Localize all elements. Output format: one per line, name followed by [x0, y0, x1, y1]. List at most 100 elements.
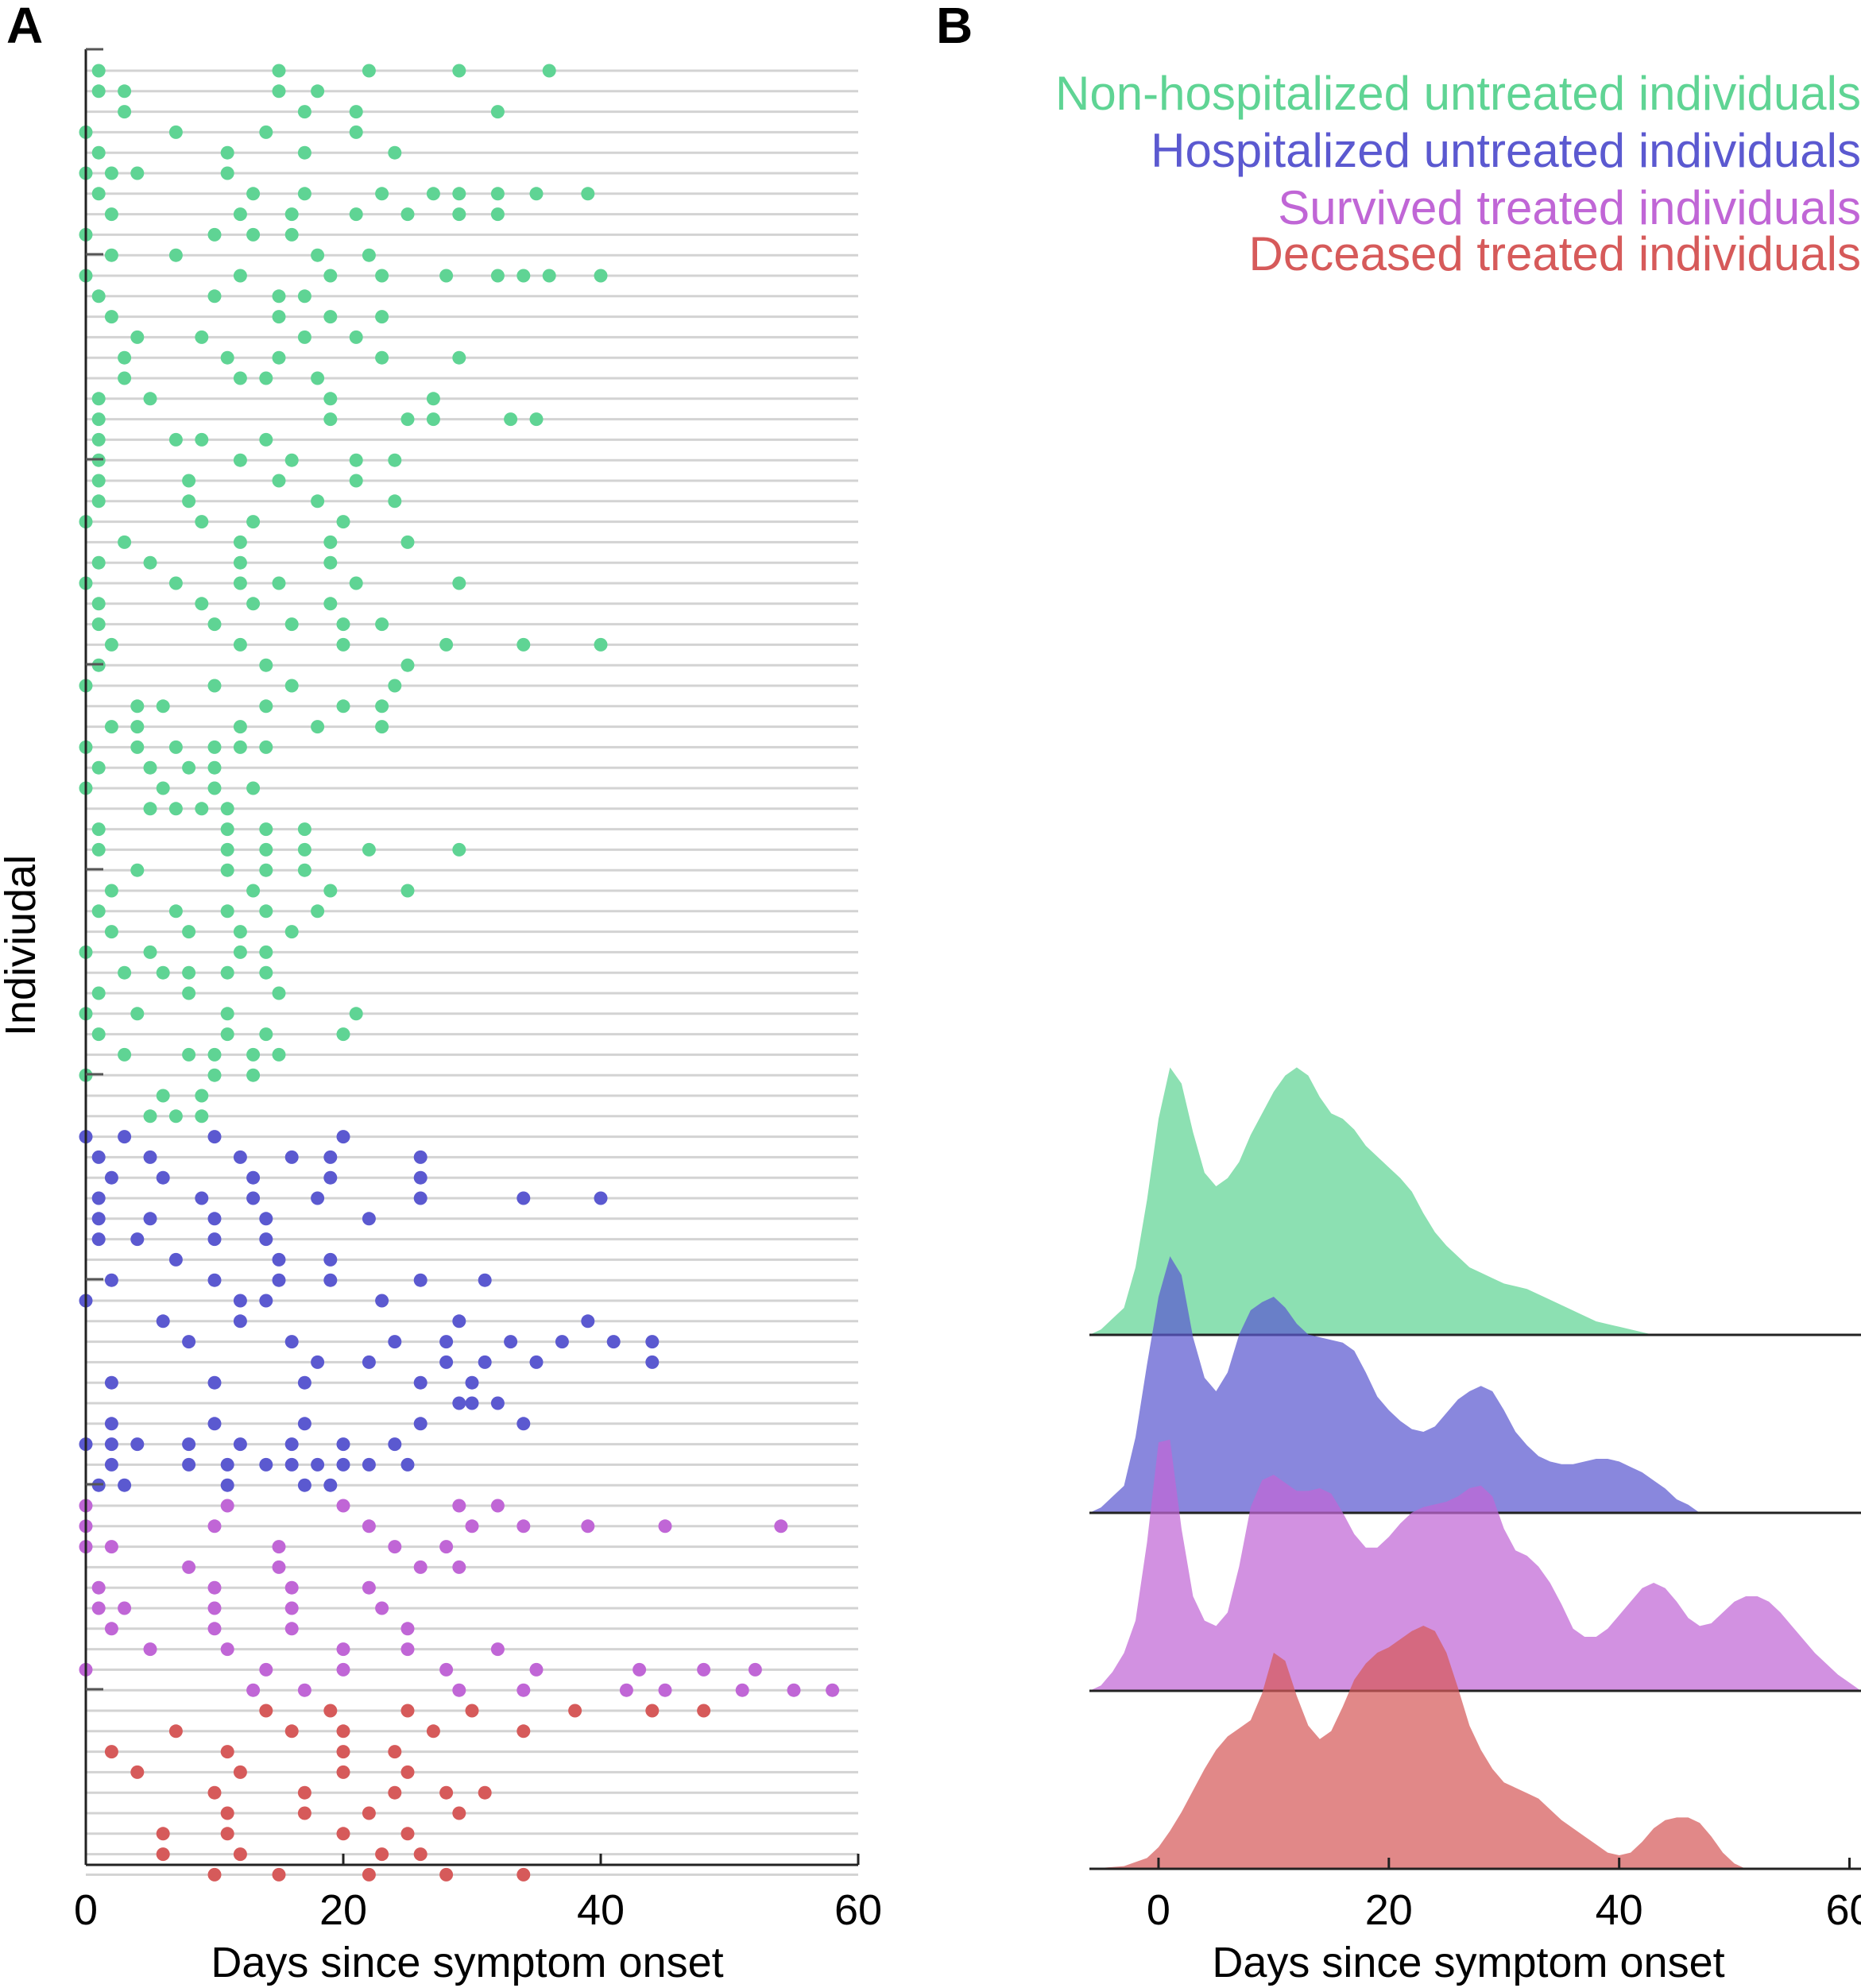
data-point [272, 986, 286, 1000]
data-point [452, 1560, 466, 1574]
data-point [272, 310, 286, 324]
data-point [490, 1499, 505, 1513]
data-point [388, 1540, 402, 1554]
data-point [439, 269, 454, 283]
data-point [233, 740, 247, 754]
data-point [91, 1150, 106, 1164]
data-point [91, 84, 106, 99]
x-axis-label: Days since symptom onset [211, 1939, 723, 1986]
data-point [156, 781, 170, 795]
data-point [220, 1457, 234, 1472]
data-point [633, 1662, 647, 1677]
data-point [645, 1704, 660, 1718]
data-point [478, 1785, 492, 1800]
data-point [91, 822, 106, 837]
data-point [284, 227, 299, 242]
data-point [91, 1601, 106, 1615]
data-point [91, 555, 106, 570]
data-point [311, 1191, 325, 1205]
data-point [182, 925, 196, 939]
data-point [272, 1252, 286, 1267]
data-point [297, 1785, 311, 1800]
data-point [735, 1683, 749, 1697]
data-point [517, 1867, 531, 1882]
data-point [400, 1704, 415, 1718]
data-point [207, 781, 222, 795]
data-point [233, 1765, 247, 1779]
data-point [233, 1150, 247, 1164]
data-point [91, 597, 106, 611]
data-point [91, 842, 106, 857]
data-point [233, 555, 247, 570]
data-point [130, 166, 145, 180]
data-point [168, 904, 183, 919]
data-point [452, 207, 466, 222]
data-point [272, 1273, 286, 1287]
data-point [349, 105, 363, 119]
data-point [259, 371, 273, 385]
data-point [542, 269, 556, 283]
y-axis-ticks [86, 48, 103, 1691]
x-tick-label: 60 [1825, 1886, 1861, 1934]
data-point [168, 125, 183, 139]
data-point [400, 1827, 415, 1841]
data-point [388, 1745, 402, 1759]
data-point [311, 494, 325, 509]
data-point [207, 1130, 222, 1144]
data-point [362, 1355, 376, 1369]
data-point [182, 986, 196, 1000]
data-point [130, 863, 145, 877]
data-point [413, 1273, 428, 1287]
data-point [594, 1191, 608, 1205]
data-point [349, 207, 363, 222]
data-point [323, 884, 338, 898]
data-point [104, 1745, 118, 1759]
data-point [336, 1130, 350, 1144]
data-point [284, 617, 299, 632]
data-point [426, 392, 440, 406]
data-point [118, 1478, 132, 1492]
data-point [272, 289, 286, 304]
data-point [156, 1847, 170, 1862]
data-point [336, 617, 350, 632]
data-point [413, 1560, 428, 1574]
data-point [207, 1785, 222, 1800]
data-point [581, 187, 595, 201]
data-point [362, 64, 376, 78]
data-point [697, 1662, 711, 1677]
data-point [323, 310, 338, 324]
data-point [182, 1457, 196, 1472]
data-point [517, 1683, 531, 1697]
data-point [259, 822, 273, 837]
data-point [478, 1355, 492, 1369]
data-point [375, 269, 389, 283]
data-point [362, 842, 376, 857]
data-point [542, 64, 556, 78]
data-point [143, 1212, 157, 1226]
data-point [284, 207, 299, 222]
data-point [272, 474, 286, 488]
data-point [465, 1704, 479, 1718]
data-point [375, 617, 389, 632]
data-point [233, 576, 247, 590]
data-point [581, 1314, 595, 1329]
data-point [246, 781, 261, 795]
data-point [259, 1662, 273, 1677]
data-point [452, 1396, 466, 1410]
data-point [233, 269, 247, 283]
data-point [323, 1478, 338, 1492]
data-point [118, 371, 132, 385]
data-point [104, 720, 118, 734]
data-point [490, 187, 505, 201]
data-point [156, 1089, 170, 1103]
data-point [168, 1724, 183, 1739]
data-point [104, 1457, 118, 1472]
data-point [375, 699, 389, 714]
x-tick-label: 40 [577, 1886, 625, 1934]
data-point [233, 535, 247, 549]
data-point [220, 1027, 234, 1042]
data-point [311, 1457, 325, 1472]
data-point [748, 1662, 762, 1677]
data-point [388, 1335, 402, 1349]
